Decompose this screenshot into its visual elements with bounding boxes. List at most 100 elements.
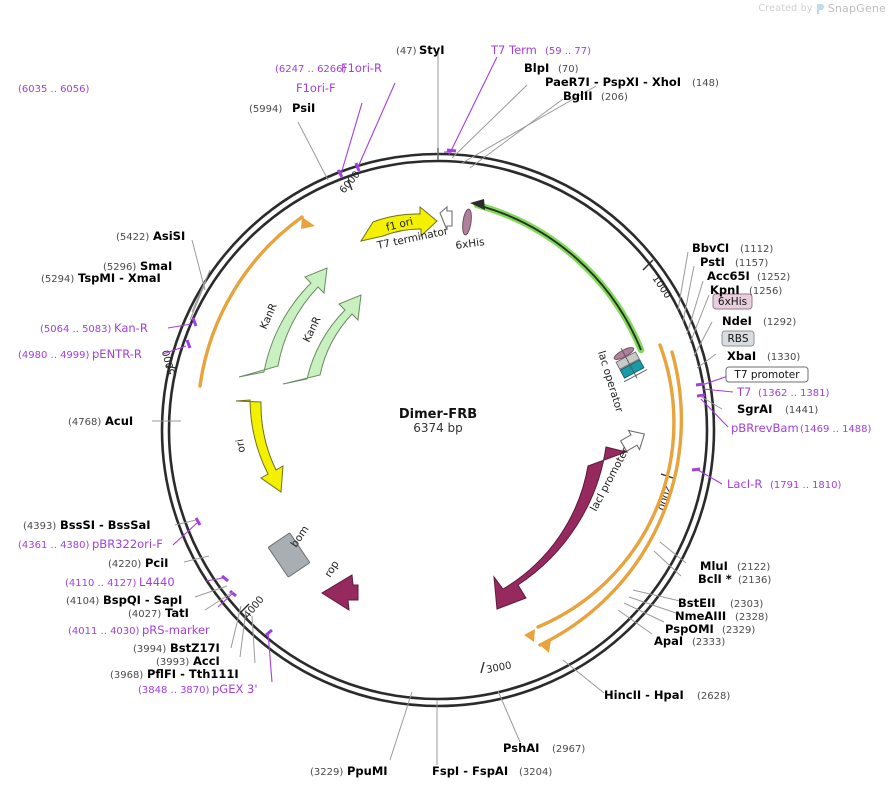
label-psii[interactable]: (5994) PsiI [249, 101, 315, 115]
label-name: BspQI - SapI [103, 593, 182, 607]
label-nmeaiii[interactable]: NmeAIII (2328) [675, 609, 768, 623]
watermark-brand: SnapGene [827, 2, 886, 15]
label-pshai[interactable]: PshAI (2967) [503, 741, 585, 755]
label-position: (5294) [41, 274, 74, 285]
feature-arrow-f1-ori: f1 ori [359, 205, 438, 242]
label-position: (2122) [737, 562, 770, 573]
label-kan-r[interactable]: (5064 .. 5083) Kan-R [40, 321, 148, 335]
label-paer7i-pspxi-xhoi[interactable]: PaeR7I - PspXI - XhoI (148) [545, 75, 719, 89]
label-styi[interactable]: (47) StyI [396, 43, 445, 57]
label-mlui[interactable]: MluI (2122) [700, 559, 770, 573]
boxed-label-t7-promoter[interactable]: T7 promoter [725, 366, 809, 383]
boxed-label-6xhis[interactable]: 6xHis [712, 293, 753, 310]
feature-label-ori: ori [234, 438, 248, 453]
label-position: (4980 .. 4999) [18, 350, 90, 361]
label-ndei[interactable]: NdeI (1292) [722, 314, 796, 328]
label-blpi[interactable]: BlpI (70) [524, 61, 579, 75]
label-position: (6035 .. 6056) [18, 84, 90, 95]
label-bsssi-bsssai[interactable]: (4393) BssSI - BssSaI [23, 518, 151, 532]
leader-lines-bottom [389, 690, 521, 765]
label-asisi[interactable]: (5422) AsiSI [116, 229, 185, 243]
label-bspqi-sapi[interactable]: (4104) BspQI - SapI [66, 593, 182, 607]
label-position: (1112) [740, 244, 773, 255]
label-pcii[interactable]: (4220) PciI [108, 556, 168, 570]
boxed-label-rbs[interactable]: RBS [721, 330, 755, 347]
label-name: PshAI [503, 741, 539, 755]
boxed-label-text: 6xHis [718, 296, 747, 308]
label-pflfi-tth111i[interactable]: (3968) PflFI - Tth111I [110, 667, 239, 681]
label-acci[interactable]: (3993) AccI [156, 654, 220, 668]
label-position: (4768) [68, 417, 101, 428]
label-smai[interactable]: (5296) SmaI [103, 259, 172, 273]
label-bsteii[interactable]: BstEII (2303) [678, 596, 763, 610]
label-psti[interactable]: PstI (1157) [700, 255, 768, 269]
label-position: (206) [601, 92, 628, 103]
label-pbr322ori-f[interactable]: (4361 .. 4380) pBR322ori-F [18, 537, 163, 551]
label-name: NdeI [722, 314, 752, 328]
label-f1ori-f[interactable]: (6035 .. 6056) F1ori-F [18, 81, 336, 95]
label-t7-term[interactable]: T7 Term (59 .. 77) [490, 43, 591, 57]
label-position: (2329) [722, 625, 755, 636]
label-bbvci[interactable]: BbvCI (1112) [692, 241, 773, 255]
label-pbrrevbam[interactable]: pBRrevBam (1469 .. 1488) [731, 421, 872, 435]
label-sgrai[interactable]: SgrAI (1441) [737, 402, 818, 416]
label-position: (5422) [116, 232, 149, 243]
label-name: L4440 [139, 575, 175, 589]
label-acc65i[interactable]: Acc65I (1252) [707, 269, 790, 283]
label-name: AccI [193, 654, 220, 668]
boxed-label-text: RBS [728, 333, 749, 345]
ruler-tick-5000: 5000 [161, 349, 178, 376]
plasmid-size: 6374 bp [413, 421, 463, 435]
label-name: SmaI [140, 259, 172, 273]
label-pentr-r[interactable]: (4980 .. 4999) pENTR-R [18, 347, 142, 361]
leader-lines-top-left [297, 82, 396, 181]
label-name: SgrAI [737, 402, 772, 416]
label-name: PpuMI [347, 764, 388, 778]
label-t7-primer[interactable]: T7 (1362 .. 1381) [736, 385, 830, 399]
feature-box-bom: bom [268, 524, 312, 578]
label-position: (1469 .. 1488) [800, 424, 872, 435]
label-name: ApaI [654, 634, 683, 648]
label-name: BlpI [524, 61, 549, 75]
label-group-top-right: (47) StyI T7 Term (59 .. 77) BlpI (70) P… [396, 43, 719, 103]
label-hincii-hpai[interactable]: HincII - HpaI (2628) [604, 688, 730, 702]
feature-label-bom: bom [289, 524, 312, 550]
orange-feature-arrows [198, 215, 684, 647]
label-tspmi-xmai[interactable]: (5294) TspMI - XmaI [41, 271, 161, 285]
t7-transcript-arrow [470, 199, 645, 354]
label-l4440[interactable]: (4110 .. 4127) L4440 [65, 575, 175, 589]
feature-label-kanr-2: KanR [301, 315, 324, 345]
label-kpni[interactable]: KpnI (1256) [710, 283, 782, 297]
label-name: FspI - FspAI [432, 764, 508, 778]
label-f1ori-r[interactable]: (6247 .. 6266) F1ori-R [275, 61, 382, 75]
label-bstz17i[interactable]: (3994) BstZ17I [133, 641, 220, 655]
label-pspomi[interactable]: PspOMI (2329) [665, 622, 755, 636]
leader-lines-top-right [437, 50, 597, 169]
label-laci-r[interactable]: LacI-R (1791 .. 1810) [727, 477, 842, 491]
label-name: KpnI [710, 283, 740, 297]
label-prs-marker[interactable]: (4011 .. 4030) pRS-marker [68, 623, 210, 637]
label-position: (4104) [66, 596, 99, 607]
label-fspi-fspai[interactable]: FspI - FspAI (3204) [432, 764, 552, 778]
label-acui[interactable]: (4768) AcuI [68, 414, 133, 428]
label-apai[interactable]: ApaI (2333) [654, 634, 725, 648]
label-name: F1ori-R [341, 61, 382, 75]
label-ppumi[interactable]: (3229) PpuMI [310, 764, 388, 778]
label-position: (3993) [156, 657, 189, 668]
label-tati[interactable]: (4027) TatI [128, 606, 189, 620]
label-name: BstEII [678, 596, 716, 610]
label-position: (3968) [110, 670, 143, 681]
label-bglii[interactable]: BglII (206) [563, 89, 628, 103]
label-xbai[interactable]: XbaI (1330) [727, 349, 800, 363]
label-bclii[interactable]: BclI * (2136) [698, 572, 771, 586]
ruler-tick-3000: 3000 [480, 660, 513, 676]
label-pgex-3prime[interactable]: (3848 .. 3870) pGEX 3' [138, 682, 258, 696]
label-position: (2303) [730, 599, 763, 610]
label-name: BglII [563, 89, 593, 103]
label-name: StyI [419, 43, 445, 57]
label-position: (4361 .. 4380) [18, 540, 90, 551]
label-name: HincII - HpaI [604, 688, 684, 702]
label-name: BbvCI [692, 241, 729, 255]
